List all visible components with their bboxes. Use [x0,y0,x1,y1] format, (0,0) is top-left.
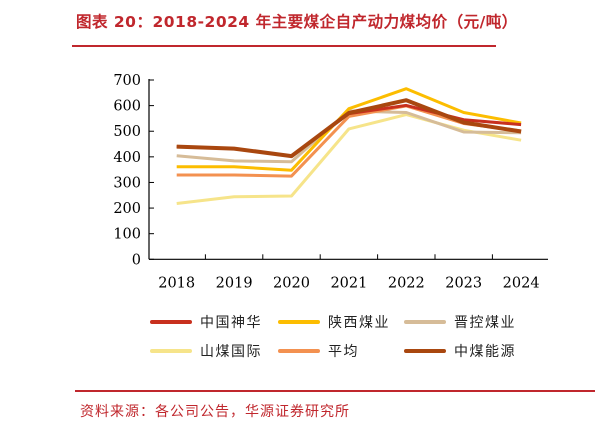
x-tick-label: 2024 [503,275,540,291]
legend-swatch [278,320,320,324]
legend-label: 中煤能源 [454,344,516,360]
legend-item: 晋控煤业 [404,312,516,332]
x-tick-label: 2019 [216,275,253,291]
y-tick-label: 200 [113,201,141,217]
legend-label: 平均 [328,344,359,360]
x-tick-label: 2018 [158,275,195,291]
legend-label: 晋控煤业 [454,315,516,331]
legend-item: 中国神华 [150,312,262,332]
legend-item: 平均 [278,341,359,361]
y-tick-label: 500 [113,124,141,140]
y-tick-label: 0 [132,252,141,268]
series-line-2 [176,109,522,164]
legend-swatch [150,320,192,324]
legend-item: 山煤国际 [150,341,262,361]
x-tick-label: 2023 [445,275,482,291]
series-line-3 [176,113,522,205]
legend-item: 陕西煤业 [278,312,390,332]
legend-swatch [404,349,446,353]
y-tick-label: 100 [113,227,141,243]
series-line-1 [176,87,522,172]
chart-title: 图表 20：2018-2024 年主要煤企自产动力煤均价（元/吨） [76,13,518,31]
x-tick-label: 2022 [388,275,425,291]
y-tick-label: 300 [113,175,141,191]
legend-label: 中国神华 [200,315,262,331]
legend-swatch [150,349,192,353]
footer-divider [75,390,595,392]
x-tick-label: 2020 [273,275,310,291]
legend-label: 陕西煤业 [328,315,390,331]
y-tick-label: 400 [113,150,141,166]
x-tick-label: 2021 [330,275,367,291]
y-tick-label: 600 [113,99,141,115]
legend-swatch [278,349,320,353]
source-note: 资料来源：各公司公告，华源证券研究所 [80,404,350,420]
series-line-5 [176,98,522,159]
legend-item: 中煤能源 [404,341,516,361]
y-tick-label: 700 [113,73,141,89]
legend-label: 山煤国际 [200,344,262,360]
legend-swatch [404,320,446,324]
title-divider [72,45,496,47]
